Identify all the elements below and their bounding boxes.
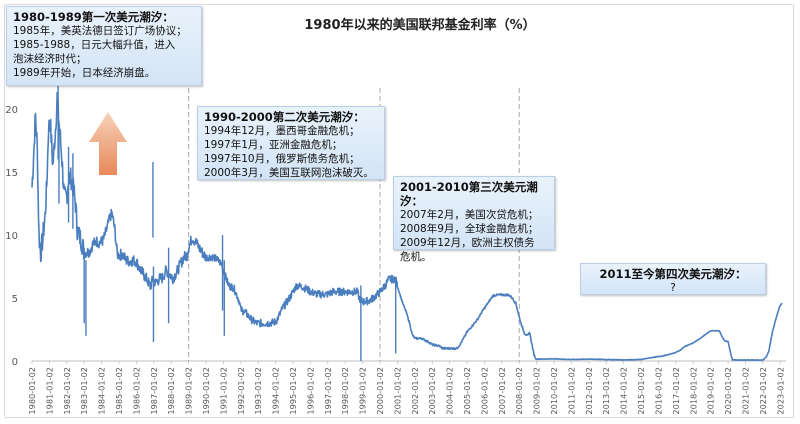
callout-1990s-line: 1997年1月，亚洲金融危机； [204, 139, 343, 151]
x-tick-label: 1997-01-02 [323, 367, 333, 415]
callout-2000s-line: 2009年12月，欧洲主权债务 [400, 237, 535, 249]
callout-1990s-header: 1990-2000第二次美元潮汐： [204, 110, 365, 124]
callout-2000s-line: 2008年9月，全球金融危机； [400, 223, 539, 235]
callout-1980s-line: 1985年，美英法德日签订广场协议； [13, 25, 187, 37]
x-tick-label: 1987-01-02 [149, 367, 159, 415]
chart-title: 1980年以来的美国联邦基金利率（%） [304, 18, 536, 33]
callout-1980s: 1980-1989第一次美元潮汐： 1985年，美英法德日签订广场协议； 198… [6, 6, 202, 86]
x-tick-label: 2002-01-02 [410, 367, 420, 415]
x-tick-label: 2018-01-02 [688, 367, 698, 415]
x-tick-label: 2011-01-02 [566, 367, 576, 415]
up-arrow-icon [89, 112, 127, 175]
x-tick-label: 1988-01-02 [166, 367, 176, 415]
callout-1990s-line: 1997年10月，俄罗斯债务危机； [204, 153, 360, 165]
callout-1990s-line: 1994年12月，墨西哥金融危机； [204, 125, 360, 137]
x-tick-label: 2001-01-02 [392, 367, 402, 415]
callout-2011-now-header: 2011至今第四次美元潮汐： [599, 267, 747, 281]
x-tick-label: 2006-01-02 [479, 367, 489, 415]
callout-2000s-header: 2001-2010第三次美元潮汐： [400, 180, 538, 208]
x-tick-label: 2003-01-02 [427, 367, 437, 415]
callout-1980s-line: 1985-1988，日元大幅升值，进入 [13, 39, 176, 51]
callout-1990s: 1990-2000第二次美元潮汐： 1994年12月，墨西哥金融危机； 1997… [197, 106, 385, 180]
x-tick-label: 2014-01-02 [619, 367, 629, 415]
chart-frame [4, 4, 794, 418]
x-tick-label: 2020-01-02 [723, 367, 733, 415]
x-tick-label: 1981-01-02 [44, 367, 54, 415]
x-tick-label: 2016-01-02 [653, 367, 663, 415]
x-tick-label: 1990-01-02 [201, 367, 211, 415]
x-tick-label: 2022-01-02 [758, 367, 768, 415]
callout-2000s: 2001-2010第三次美元潮汐： 2007年2月，美国次贷危机； 2008年9… [393, 176, 555, 263]
callout-1980s-line: 泡沫经济时代； [13, 53, 87, 65]
callout-2000s-line: 危机。 [400, 251, 432, 263]
x-tick-label: 1999-01-02 [358, 367, 368, 415]
y-tick-label: 0 [12, 357, 18, 368]
callout-2000s-line: 2007年2月，美国次贷危机； [400, 209, 539, 221]
x-tick-label: 1983-01-02 [79, 367, 89, 415]
x-tick-label: 2009-01-02 [532, 367, 542, 415]
y-tick-label: 15 [5, 168, 18, 179]
x-tick-label: 2019-01-02 [706, 367, 716, 415]
callout-1990s-line: 2000年3月，美国互联网泡沫破灭。 [204, 167, 374, 179]
x-tick-label: 1994-01-02 [271, 367, 281, 415]
x-tick-label: 2013-01-02 [601, 367, 611, 415]
callout-1980s-header: 1980-1989第一次美元潮汐： [13, 10, 174, 24]
series-line [31, 91, 783, 361]
callout-1980s-line: 1989年开始，日本经济崩盘。 [13, 67, 156, 79]
x-tick-label: 2004-01-02 [445, 367, 455, 415]
x-tick-label: 1985-01-02 [114, 367, 124, 415]
x-tick-label: 1992-01-02 [236, 367, 246, 415]
x-tick-label: 2012-01-02 [584, 367, 594, 415]
x-tick-label: 2007-01-02 [497, 367, 507, 415]
x-tick-label: 1989-01-02 [184, 367, 194, 415]
callout-2011-now: 2011至今第四次美元潮汐： ? [580, 263, 766, 295]
x-tick-label: 1984-01-02 [97, 367, 107, 415]
x-tick-label: 1998-01-02 [340, 367, 350, 415]
x-tick-label: 2010-01-02 [549, 367, 559, 415]
x-tick-label: 2015-01-02 [636, 367, 646, 415]
x-tick-label: 2005-01-02 [462, 367, 472, 415]
y-tick-label: 10 [5, 231, 18, 242]
x-tick-label: 1993-01-02 [253, 367, 263, 415]
y-tick-label: 5 [12, 294, 18, 305]
x-tick-label: 1980-01-02 [27, 367, 37, 415]
x-tick-label: 1982-01-02 [62, 367, 72, 415]
x-tick-label: 1986-01-02 [131, 367, 141, 415]
callout-2011-now-line: ? [670, 282, 676, 294]
y-tick-label: 20 [5, 105, 18, 116]
x-tick-label: 2017-01-02 [671, 367, 681, 415]
x-tick-label: 2023-01-02 [775, 367, 785, 415]
x-tick-label: 2008-01-02 [514, 367, 524, 415]
x-tick-label: 1996-01-02 [305, 367, 315, 415]
x-tick-label: 2000-01-02 [375, 367, 385, 415]
x-tick-label: 1991-01-02 [218, 367, 228, 415]
x-tick-label: 1995-01-02 [288, 367, 298, 415]
x-tick-label: 2021-01-02 [740, 367, 750, 415]
